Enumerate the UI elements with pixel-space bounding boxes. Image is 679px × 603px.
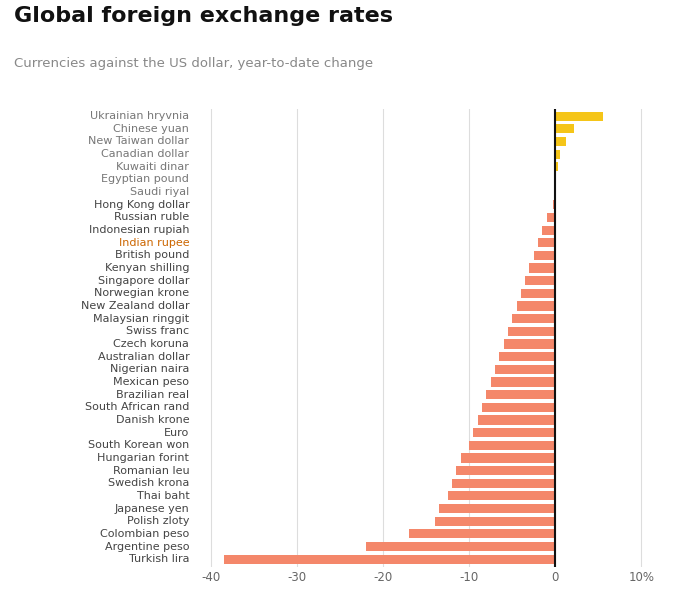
Bar [223,555,555,564]
Bar [534,251,555,260]
Bar [409,529,555,538]
Bar [447,491,555,500]
Bar [512,314,555,323]
Bar [547,213,555,222]
Bar [508,327,555,336]
Bar [478,415,555,425]
Text: Global foreign exchange rates: Global foreign exchange rates [14,6,392,26]
Bar [555,150,559,159]
Bar [460,453,555,463]
Bar [543,226,555,235]
Bar [473,428,555,437]
Bar [439,504,555,513]
Bar [456,466,555,475]
Bar [482,403,555,412]
Bar [491,377,555,387]
Bar [555,124,574,133]
Bar [366,542,555,551]
Bar [555,137,566,146]
Bar [553,200,555,209]
Bar [435,517,555,526]
Bar [499,352,555,361]
Bar [525,276,555,285]
Bar [517,302,555,311]
Bar [495,365,555,374]
Bar [555,175,556,184]
Bar [469,441,555,450]
Bar [555,112,603,121]
Bar [555,162,558,171]
Bar [452,479,555,488]
Bar [486,390,555,399]
Bar [538,238,555,247]
Bar [530,264,555,273]
Text: Currencies against the US dollar, year-to-date change: Currencies against the US dollar, year-t… [14,57,373,71]
Bar [504,339,555,349]
Bar [521,289,555,298]
